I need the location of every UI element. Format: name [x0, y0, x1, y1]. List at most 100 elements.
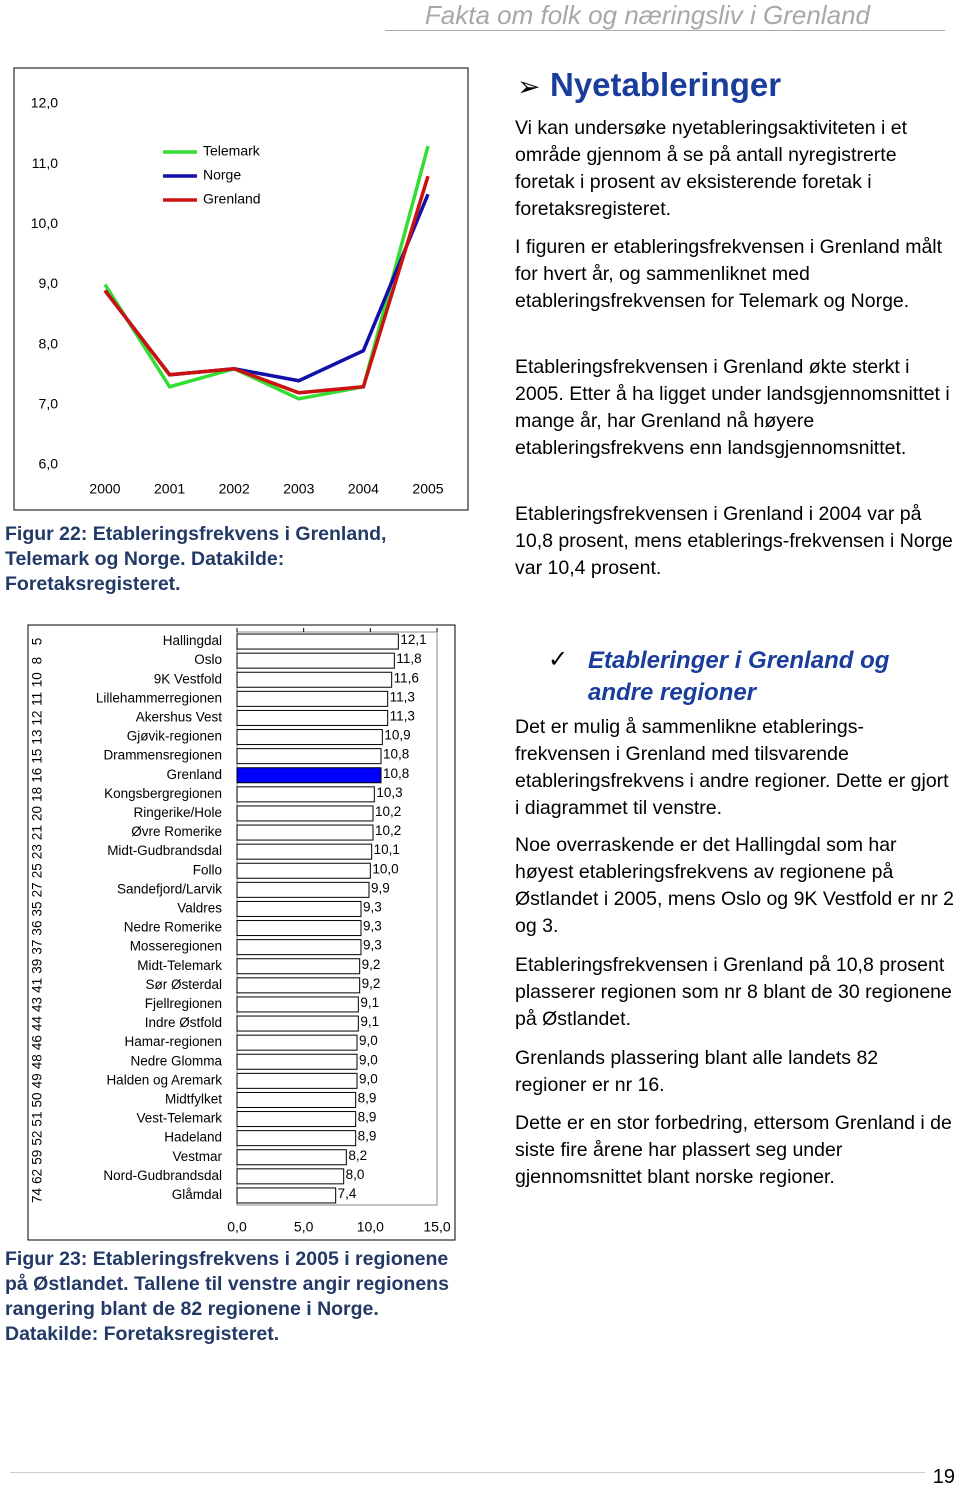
bar [236, 977, 361, 994]
bar [236, 652, 395, 669]
bar [236, 958, 361, 975]
category-label: Nedre Romerike [124, 920, 222, 935]
category-label: Midtfylket [165, 1092, 222, 1107]
bar [236, 996, 359, 1013]
category-label: Glåmdal [172, 1187, 222, 1202]
bar [236, 843, 373, 860]
value-label: 9,0 [359, 1052, 378, 1067]
x-tick-label: 2002 [219, 481, 250, 497]
bar [236, 729, 383, 746]
y-tick-label: 11,0 [32, 155, 58, 171]
value-label: 9,2 [362, 976, 381, 991]
bar [236, 939, 362, 956]
value-label: 9,3 [363, 900, 382, 915]
value-label: 10,0 [372, 861, 398, 876]
y-tick-label: 6,0 [39, 456, 59, 472]
category-label: Øvre Romerike [131, 824, 222, 839]
bar [236, 1072, 358, 1089]
bar [236, 920, 362, 937]
category-label: Midt-Telemark [137, 958, 222, 973]
value-label: 10,2 [375, 823, 401, 838]
rank-label: 16 [30, 768, 45, 783]
section-heading: Nyetableringer [550, 66, 782, 103]
category-label: Indre Østfold [145, 1015, 222, 1030]
category-label: Nedre Glomma [130, 1053, 222, 1068]
y-tick-label: 12,0 [31, 95, 58, 111]
bullet-arrow: ➢ [517, 71, 541, 102]
line-series [103, 175, 430, 395]
y-tick-label: 7,0 [39, 396, 59, 412]
y-tick-label: 9,0 [39, 275, 59, 291]
header-title: Fakta om folk og næringsliv i Grenland [385, 0, 945, 31]
y-tick-label: 10,0 [31, 215, 58, 231]
category-label: 9K Vestfold [154, 671, 222, 686]
rank-label: 21 [30, 825, 45, 840]
rank-label: 62 [30, 1169, 45, 1184]
bar [236, 709, 389, 726]
rank-label: 13 [30, 730, 45, 745]
rank-label: 49 [30, 1073, 45, 1088]
x-tick-label: 10,0 [357, 1219, 384, 1235]
bar [236, 1034, 358, 1051]
bar [236, 748, 382, 765]
value-label: 11,8 [396, 651, 421, 666]
rank-label: 12 [30, 710, 45, 725]
rank-label: 50 [30, 1092, 45, 1107]
category-label: Drammensregionen [103, 748, 222, 763]
caption: Figur 23: Etableringsfrekvens i 2005 i r… [5, 1248, 449, 1345]
category-label: Sandefjord/Larvik [117, 881, 222, 896]
paragraph: I figuren er etableringsfrekvensen i Gre… [515, 236, 943, 312]
x-tick-label: 2001 [154, 481, 185, 497]
rank-label: 43 [30, 997, 45, 1012]
bar [236, 1149, 347, 1166]
x-tick-label: 15,0 [423, 1219, 450, 1235]
paragraph: Noe overraskende er det Hallingdal som h… [515, 834, 954, 937]
category-label: Sør Østerdal [145, 977, 222, 992]
paragraph: Det er mulig å sammenlikne etablerings-f… [515, 716, 949, 819]
category-label: Hamar-regionen [124, 1034, 222, 1049]
bar [236, 1111, 357, 1128]
category-label: Kongsbergregionen [104, 786, 222, 801]
rank-label: 36 [30, 921, 45, 936]
rank-label: 39 [30, 959, 45, 974]
x-tick-label: 2005 [412, 481, 443, 497]
paragraph: Vi kan undersøke nyetableringsaktivitete… [515, 117, 908, 220]
value-label: 9,0 [359, 1033, 378, 1048]
rank-label: 48 [30, 1054, 45, 1069]
category-label: Fjellregionen [145, 996, 222, 1011]
rank-label: 44 [30, 1016, 45, 1032]
value-label: 8,0 [346, 1167, 365, 1182]
rank-label: 15 [30, 749, 45, 764]
x-tick-label: 5,0 [294, 1219, 314, 1235]
value-label: 9,1 [360, 1014, 379, 1029]
bullet-check: ✓ [548, 646, 569, 673]
bar [236, 881, 370, 898]
bar [236, 767, 382, 784]
plot-frame [236, 631, 438, 1206]
x-tick-label: 2004 [348, 481, 379, 497]
paragraph: Etableringsfrekvensen i Grenland i 2004 … [515, 503, 953, 579]
category-label: Gjøvik-regionen [127, 729, 222, 744]
bar [236, 671, 393, 688]
value-label: 8,9 [358, 1110, 377, 1125]
rank-label: 37 [30, 940, 45, 955]
caption: Figur 22: Etableringsfrekvens i Grenland… [5, 523, 387, 595]
value-label: 10,8 [383, 766, 409, 781]
rank-label: 11 [30, 692, 45, 706]
rank-label: 20 [30, 806, 45, 821]
bar [236, 1053, 358, 1070]
x-tick-label: 2003 [283, 481, 314, 497]
value-label: 9,9 [371, 880, 390, 895]
value-label: 8,2 [348, 1148, 367, 1163]
value-label: 9,3 [363, 919, 382, 934]
category-label: Oslo [194, 652, 222, 667]
paragraph: Etableringsfrekvensen i Grenland økte st… [515, 356, 950, 459]
paragraph: Grenlands plassering blant alle landets … [515, 1047, 879, 1096]
value-label: 9,2 [362, 957, 381, 972]
rank-label: 41 [30, 978, 45, 993]
category-label: Mosseregionen [130, 939, 222, 954]
rank-label: 59 [30, 1150, 45, 1165]
bar [236, 786, 375, 803]
